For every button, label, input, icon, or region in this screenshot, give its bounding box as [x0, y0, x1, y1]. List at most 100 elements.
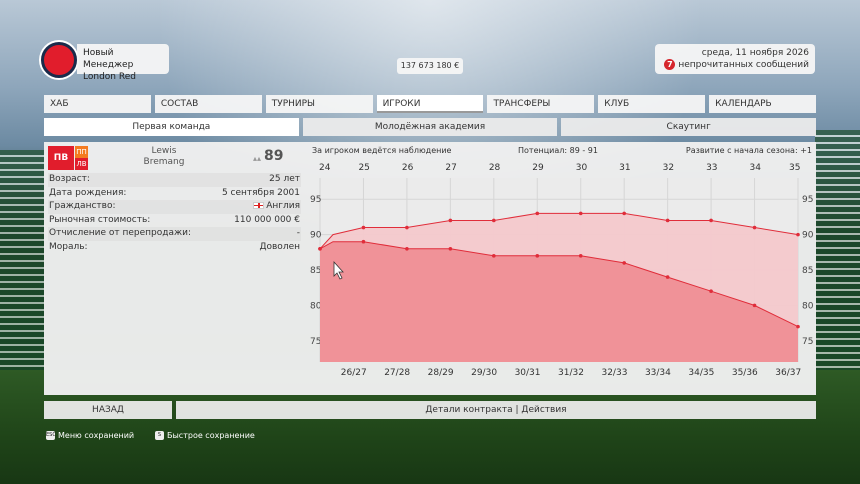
subtab-first-team[interactable]: Первая команда — [44, 118, 299, 136]
date-panel[interactable]: среда, 11 ноября 2026 7 непрочитанных соо… — [655, 44, 815, 74]
info-row-market-value: Рыночная стоимость: 110 000 000 € — [48, 214, 301, 228]
balance-display: 137 673 180 € — [397, 58, 463, 74]
position-main-badge: ПВ — [48, 146, 74, 170]
x-tick-label-age: 31 — [619, 163, 630, 173]
x-tick-label-age: 35 — [789, 163, 800, 173]
x-tick-label-age: 30 — [576, 163, 588, 173]
x-tick-label-season: 31/32 — [558, 368, 584, 378]
rating-trend-icon: ▴▴ — [253, 154, 262, 163]
x-tick-label-season: 34/35 — [688, 368, 714, 378]
subtab-youth-academy[interactable]: Молодёжная академия — [302, 118, 558, 136]
info-label: Рыночная стоимость: — [49, 214, 151, 225]
club-name: London Red — [83, 72, 136, 82]
tab-transfers[interactable]: ТРАНСФЕРЫ — [487, 95, 595, 113]
quicksave-label: Быстрое сохранение — [167, 431, 255, 440]
player-header: ПВ ПП ЛВ Lewis Bremang ▴▴ 89 — [44, 142, 302, 172]
y-tick-label-right: 95 — [802, 195, 813, 205]
position-alt1-badge: ПП — [75, 146, 88, 158]
club-badge-icon — [41, 42, 77, 78]
info-value-wrapper: Англия — [253, 200, 300, 214]
rating-point — [709, 289, 713, 294]
rating-point — [622, 261, 626, 265]
info-label: Мораль: — [49, 241, 88, 252]
rating-point — [318, 246, 322, 251]
rating-point — [578, 254, 583, 258]
x-tick-label-age: 34 — [750, 163, 762, 173]
player-detail-panel: ПВ ПП ЛВ Lewis Bremang ▴▴ 89 Возраст: 25… — [44, 142, 816, 395]
info-row-nationality: Гражданство: Англия — [48, 200, 301, 214]
manager-panel: Новый Менеджер London Red — [77, 44, 169, 82]
potential-point — [405, 225, 409, 230]
quicksave-hint[interactable]: S Быстрое сохранение — [155, 431, 255, 440]
y-tick-label-right: 80 — [802, 301, 814, 311]
info-row-age: Возраст: 25 лет — [48, 173, 301, 187]
rating-point — [361, 239, 366, 244]
info-row-morale: Мораль: Доволен — [48, 241, 301, 255]
info-row-sell-on: Отчисление от перепродажи: - — [48, 227, 301, 241]
info-value: Англия — [266, 201, 300, 211]
main-nav: ХАБ СОСТАВ ТУРНИРЫ ИГРОКИ ТРАНСФЕРЫ КЛУБ… — [44, 95, 817, 113]
x-tick-label-season: 27/28 — [384, 368, 410, 378]
tab-hub[interactable]: ХАБ — [44, 95, 151, 113]
rating-point — [796, 324, 800, 329]
back-button[interactable]: НАЗАД — [44, 401, 172, 419]
tab-calendar[interactable]: КАЛЕНДАРЬ — [709, 95, 817, 113]
info-value: - — [296, 228, 300, 238]
player-rating: 89 — [264, 148, 284, 164]
tab-players[interactable]: ИГРОКИ — [376, 95, 484, 113]
potential-point — [535, 211, 540, 216]
x-tick-label-season: 26/27 — [341, 368, 367, 378]
rating-point — [405, 246, 409, 251]
x-tick-label-age: 25 — [358, 163, 369, 173]
mouse-cursor-icon — [333, 260, 344, 280]
manager-label: Новый Менеджер — [83, 48, 134, 70]
info-label: Возраст: — [49, 174, 90, 184]
x-tick-label-age: 26 — [402, 163, 414, 173]
position-alt2-badge: ЛВ — [75, 158, 88, 170]
info-label: Гражданство: — [49, 201, 116, 211]
rating-point — [752, 303, 757, 308]
tab-club[interactable]: КЛУБ — [598, 95, 706, 113]
player-last-name: Bremang — [143, 157, 185, 167]
x-tick-label-season: 28/29 — [428, 368, 454, 378]
y-tick-label-left: 85 — [310, 266, 321, 276]
info-row-birthdate: Дата рождения: 5 сентября 2001 — [48, 187, 301, 201]
rating-point — [665, 275, 670, 279]
info-value: 25 лет — [269, 174, 300, 184]
x-tick-label-age: 32 — [663, 163, 674, 173]
save-menu-hint[interactable]: ESC Меню сохранений — [46, 431, 134, 440]
y-tick-label-left: 95 — [310, 195, 321, 205]
watch-status: За игроком ведётся наблюдение — [312, 146, 452, 155]
potential-point — [752, 225, 757, 230]
chart-header: За игроком ведётся наблюдение Потенциал:… — [312, 146, 812, 158]
esc-key-icon: ESC — [46, 431, 56, 440]
x-tick-label-season: 35/36 — [732, 368, 758, 378]
stadium-stand-right — [815, 130, 860, 370]
rating-point — [448, 246, 453, 251]
current-date: среда, 11 ноября 2026 — [701, 48, 809, 58]
tab-tournaments[interactable]: ТУРНИРЫ — [265, 95, 373, 113]
y-tick-label-left: 80 — [310, 301, 322, 311]
unread-messages[interactable]: 7 непрочитанных сообщений — [661, 59, 809, 71]
x-tick-label-season: 33/34 — [645, 368, 671, 378]
development-chart: 75 75 80 80 85 85 90 90 95 95 24 25 26 27 28 29 30 31 32 33… — [310, 163, 814, 378]
y-tick-label-right: 90 — [802, 231, 814, 241]
x-tick-label-season: 30/31 — [515, 368, 541, 378]
info-value: 5 сентября 2001 — [221, 187, 300, 198]
contract-actions-button[interactable]: Детали контракта | Действия — [176, 401, 816, 419]
x-tick-label-season: 32/33 — [601, 368, 627, 378]
potential-label: Потенциал: 89 - 91 — [518, 146, 598, 155]
potential-point — [622, 211, 626, 216]
y-tick-label-right: 85 — [802, 266, 813, 276]
progress-label: Развитие с начала сезона: +1 — [685, 146, 812, 155]
info-label: Дата рождения: — [49, 187, 127, 198]
y-tick-label-left: 75 — [310, 337, 321, 347]
player-info-table: Возраст: 25 лет Дата рождения: 5 сентябр… — [48, 173, 301, 254]
save-menu-label: Меню сохранений — [58, 431, 135, 440]
subtab-scouting[interactable]: Скаутинг — [561, 118, 817, 136]
info-value: 110 000 000 € — [234, 214, 300, 225]
tab-squad[interactable]: СОСТАВ — [154, 95, 262, 113]
sub-nav: Первая команда Молодёжная академия Скаут… — [44, 118, 817, 136]
potential-point — [709, 218, 713, 223]
player-first-name: Lewis — [151, 146, 177, 156]
